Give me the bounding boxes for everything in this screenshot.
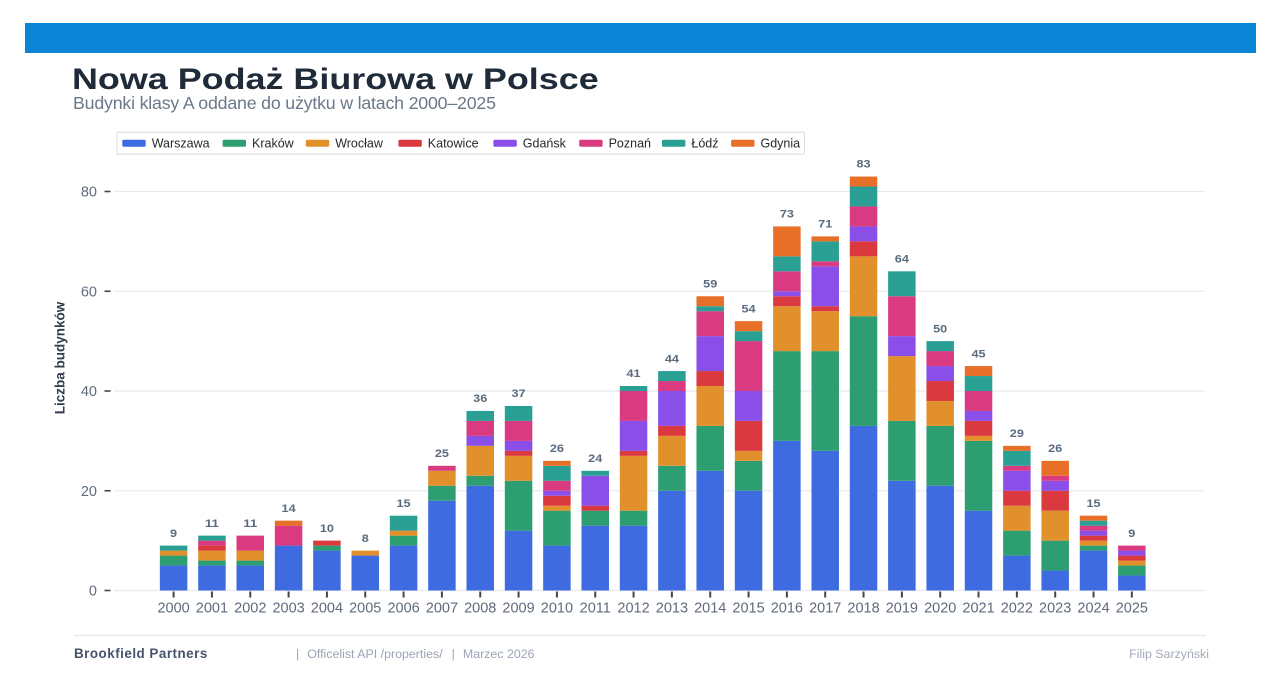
svg-text:54: 54 xyxy=(742,303,756,315)
svg-text:2000: 2000 xyxy=(157,601,189,617)
svg-text:41: 41 xyxy=(627,368,641,380)
svg-text:50: 50 xyxy=(933,323,947,335)
svg-text:2003: 2003 xyxy=(272,601,304,617)
svg-text:2022: 2022 xyxy=(1001,601,1033,617)
svg-text:20: 20 xyxy=(81,484,97,500)
svg-text:Wrocław: Wrocław xyxy=(335,137,384,151)
svg-text:25: 25 xyxy=(435,448,449,460)
svg-text:2001: 2001 xyxy=(196,601,228,617)
svg-text:15: 15 xyxy=(1086,498,1100,510)
svg-text:2009: 2009 xyxy=(502,601,534,617)
svg-text:Warszawa: Warszawa xyxy=(152,137,210,151)
svg-text:2014: 2014 xyxy=(694,601,726,617)
svg-text:2002: 2002 xyxy=(234,601,266,617)
svg-text:2004: 2004 xyxy=(311,601,343,617)
svg-text:2006: 2006 xyxy=(387,601,419,617)
svg-text:71: 71 xyxy=(818,219,832,231)
svg-text:24: 24 xyxy=(588,453,602,465)
svg-text:11: 11 xyxy=(205,518,219,530)
svg-text:2021: 2021 xyxy=(962,601,994,617)
svg-text:8: 8 xyxy=(362,533,369,545)
svg-text:2024: 2024 xyxy=(1077,601,1109,617)
svg-text:10: 10 xyxy=(320,523,334,535)
svg-text:2005: 2005 xyxy=(349,601,381,617)
svg-text:Łódź: Łódź xyxy=(691,137,718,151)
svg-text:Kraków: Kraków xyxy=(252,137,295,151)
svg-text:2011: 2011 xyxy=(580,601,611,617)
svg-text:37: 37 xyxy=(512,388,526,400)
svg-text:2008: 2008 xyxy=(464,601,496,617)
svg-text:60: 60 xyxy=(81,284,97,300)
svg-text:2020: 2020 xyxy=(924,601,956,617)
svg-text:2017: 2017 xyxy=(809,601,841,617)
svg-text:2025: 2025 xyxy=(1116,601,1148,617)
svg-text:2015: 2015 xyxy=(732,601,764,617)
svg-text:45: 45 xyxy=(971,348,985,360)
svg-text:9: 9 xyxy=(170,528,177,540)
svg-text:Gdynia: Gdynia xyxy=(761,137,801,151)
svg-text:26: 26 xyxy=(550,443,564,455)
svg-text:40: 40 xyxy=(81,384,97,400)
svg-text:59: 59 xyxy=(703,278,717,290)
svg-text:2012: 2012 xyxy=(617,601,649,617)
svg-text:0: 0 xyxy=(89,584,97,600)
svg-text:11: 11 xyxy=(243,518,257,530)
svg-text:15: 15 xyxy=(397,498,411,510)
svg-text:Gdańsk: Gdańsk xyxy=(523,137,567,151)
svg-text:Katowice: Katowice xyxy=(428,137,479,151)
svg-text:80: 80 xyxy=(81,185,97,201)
svg-text:29: 29 xyxy=(1010,428,1024,440)
svg-text:83: 83 xyxy=(856,159,870,171)
svg-text:2023: 2023 xyxy=(1039,601,1071,617)
svg-text:2010: 2010 xyxy=(541,601,573,617)
svg-text:26: 26 xyxy=(1048,443,1062,455)
svg-text:44: 44 xyxy=(665,353,679,365)
svg-text:Poznań: Poznań xyxy=(609,137,651,151)
svg-text:9: 9 xyxy=(1128,528,1135,540)
svg-text:36: 36 xyxy=(473,393,487,405)
svg-text:73: 73 xyxy=(780,209,794,221)
svg-text:2016: 2016 xyxy=(771,601,803,617)
svg-text:2007: 2007 xyxy=(426,601,458,617)
svg-text:64: 64 xyxy=(895,254,909,266)
svg-text:2013: 2013 xyxy=(656,601,688,617)
svg-text:2018: 2018 xyxy=(847,601,879,617)
svg-text:2019: 2019 xyxy=(886,601,918,617)
svg-text:14: 14 xyxy=(282,503,296,515)
svg-text:Liczba budynków: Liczba budynków xyxy=(53,301,68,414)
